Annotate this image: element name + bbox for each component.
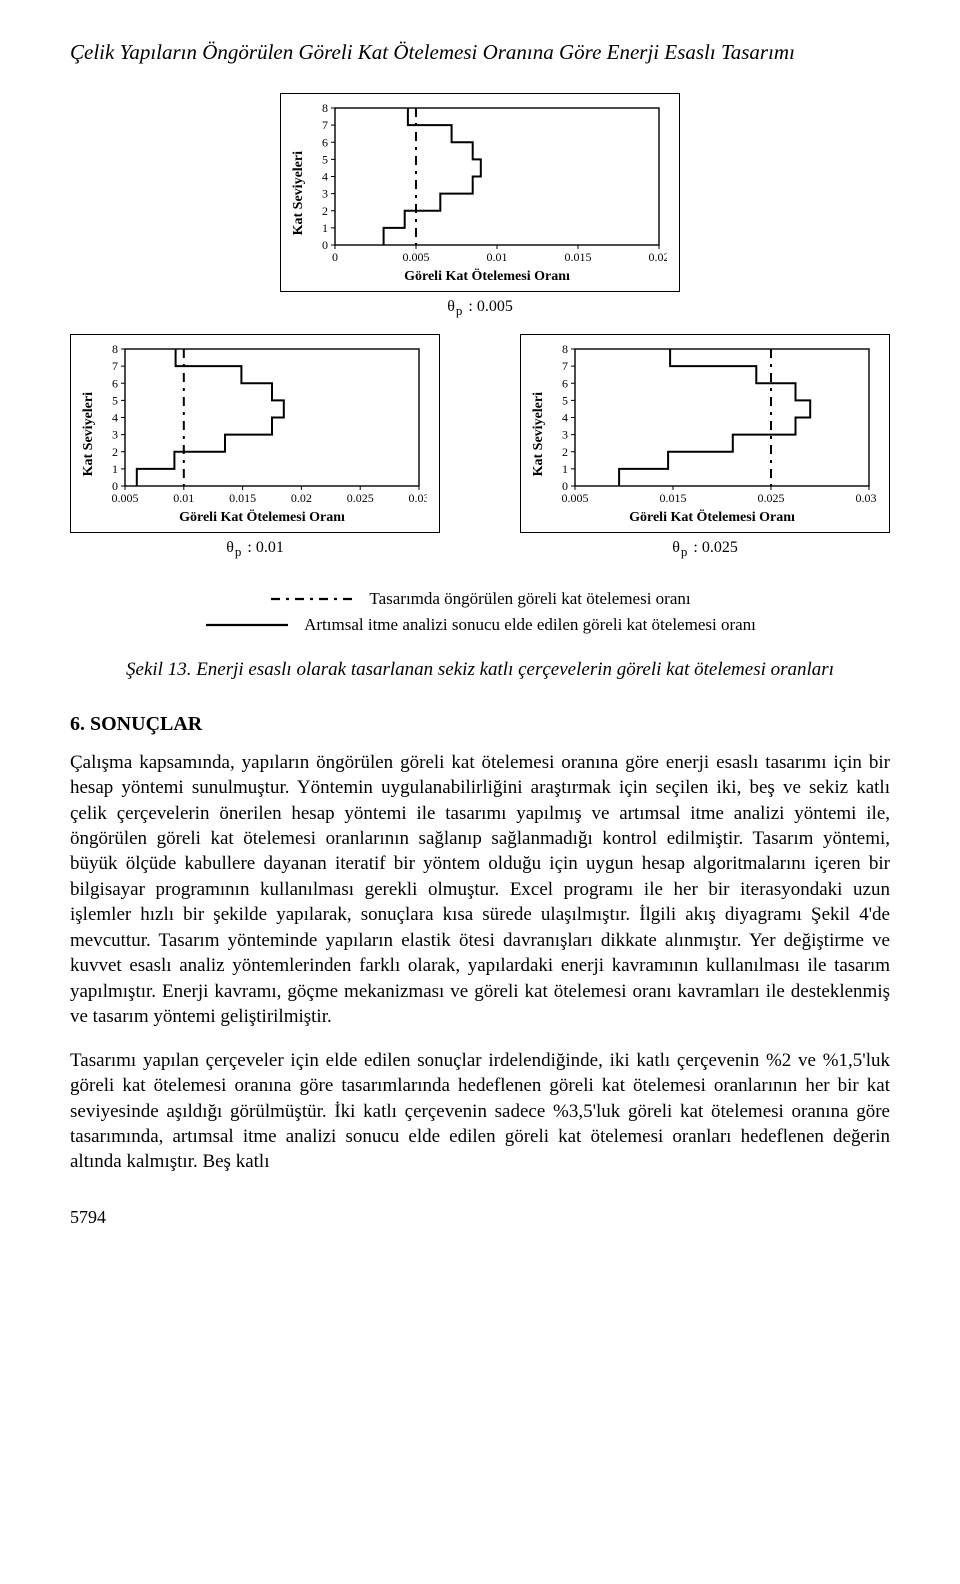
svg-text:4: 4 (322, 170, 328, 184)
svg-text:7: 7 (112, 359, 118, 373)
svg-text:0.025: 0.025 (758, 491, 785, 505)
svg-text:1: 1 (322, 221, 328, 235)
svg-text:0: 0 (322, 238, 328, 252)
svg-text:0.005: 0.005 (403, 250, 430, 264)
chart-top-plot: 0 1 2 3 4 5 6 7 8 0 0.005 0.01 0.015 0.02 (307, 102, 667, 267)
legend: Tasarımda öngörülen göreli kat ötelemesi… (70, 589, 890, 635)
svg-text:6: 6 (562, 376, 568, 390)
legend-solid-label: Artımsal itme analizi sonucu elde edilen… (304, 615, 756, 635)
svg-text:0.03: 0.03 (409, 491, 428, 505)
legend-solid: Artımsal itme analizi sonucu elde edilen… (204, 615, 756, 635)
svg-text:0.015: 0.015 (229, 491, 256, 505)
svg-text:0.02: 0.02 (291, 491, 312, 505)
page-title: Çelik Yapıların Öngörülen Göreli Kat Öte… (70, 40, 890, 65)
svg-text:1: 1 (112, 462, 118, 476)
svg-text:7: 7 (322, 118, 328, 132)
svg-text:0.015: 0.015 (660, 491, 687, 505)
svg-text:0.01: 0.01 (487, 250, 508, 264)
svg-text:3: 3 (322, 187, 328, 201)
chart-br-caption: θp : 0.025 (672, 539, 738, 557)
svg-text:0.01: 0.01 (173, 491, 194, 505)
legend-dashed-label: Tasarımda öngörülen göreli kat ötelemesi… (369, 589, 690, 609)
svg-text:1: 1 (562, 462, 568, 476)
svg-text:0.005: 0.005 (562, 491, 589, 505)
chart-top-caption: θp : 0.005 (447, 298, 513, 316)
section-heading: 6. SONUÇLAR (70, 713, 890, 736)
svg-text:8: 8 (322, 102, 328, 115)
svg-text:0.005: 0.005 (112, 491, 139, 505)
svg-text:8: 8 (112, 343, 118, 356)
svg-text:8: 8 (562, 343, 568, 356)
svg-text:2: 2 (112, 445, 118, 459)
chart-bottom-right: Kat Seviyeleri 0123456780.0050.0150.0250… (520, 334, 890, 571)
figure-13-caption: Şekil 13. Enerji esaslı olarak tasarlana… (70, 657, 890, 683)
svg-text:0.025: 0.025 (347, 491, 374, 505)
svg-text:6: 6 (322, 135, 328, 149)
svg-text:0.015: 0.015 (565, 250, 592, 264)
chart-bottom-left: Kat Seviyeleri 0123456780.0050.010.0150.… (70, 334, 440, 571)
svg-text:5: 5 (112, 393, 118, 407)
svg-text:2: 2 (562, 445, 568, 459)
chart-top-ylabel: Kat Seviyeleri (287, 151, 307, 235)
svg-text:5: 5 (322, 152, 328, 166)
chart-top-xlabel: Göreli Kat Ötelemesi Oranı (404, 269, 570, 285)
svg-text:3: 3 (112, 428, 118, 442)
svg-text:7: 7 (562, 359, 568, 373)
svg-text:0: 0 (332, 250, 338, 264)
svg-text:0.02: 0.02 (649, 250, 668, 264)
page-number: 5794 (70, 1207, 890, 1228)
chart-bl-ylabel: Kat Seviyeleri (77, 392, 97, 476)
chart-br-plot: 0123456780.0050.0150.0250.035 (547, 343, 877, 508)
chart-bl-plot: 0123456780.0050.010.0150.020.0250.03 (97, 343, 427, 508)
svg-text:3: 3 (562, 428, 568, 442)
chart-bl-caption: θp : 0.01 (226, 539, 284, 557)
chart-bl-xlabel: Göreli Kat Ötelemesi Oranı (179, 510, 345, 526)
chart-br-ylabel: Kat Seviyeleri (527, 392, 547, 476)
svg-text:0.035: 0.035 (856, 491, 878, 505)
paragraph-2: Tasarımı yapılan çerçeveler için elde ed… (70, 1048, 890, 1175)
svg-text:2: 2 (322, 204, 328, 218)
svg-text:4: 4 (562, 411, 568, 425)
svg-text:5: 5 (562, 393, 568, 407)
svg-text:6: 6 (112, 376, 118, 390)
paragraph-1: Çalışma kapsamında, yapıların öngörülen … (70, 750, 890, 1030)
chart-top: Kat Seviyeleri 01234567800.0050.010.0150… (280, 93, 680, 330)
chart-br-xlabel: Göreli Kat Ötelemesi Oranı (629, 510, 795, 526)
figure-13: Kat Seviyeleri 01234567800.0050.010.0150… (70, 93, 890, 683)
legend-dashed: Tasarımda öngörülen göreli kat ötelemesi… (269, 589, 690, 609)
svg-text:4: 4 (112, 411, 118, 425)
